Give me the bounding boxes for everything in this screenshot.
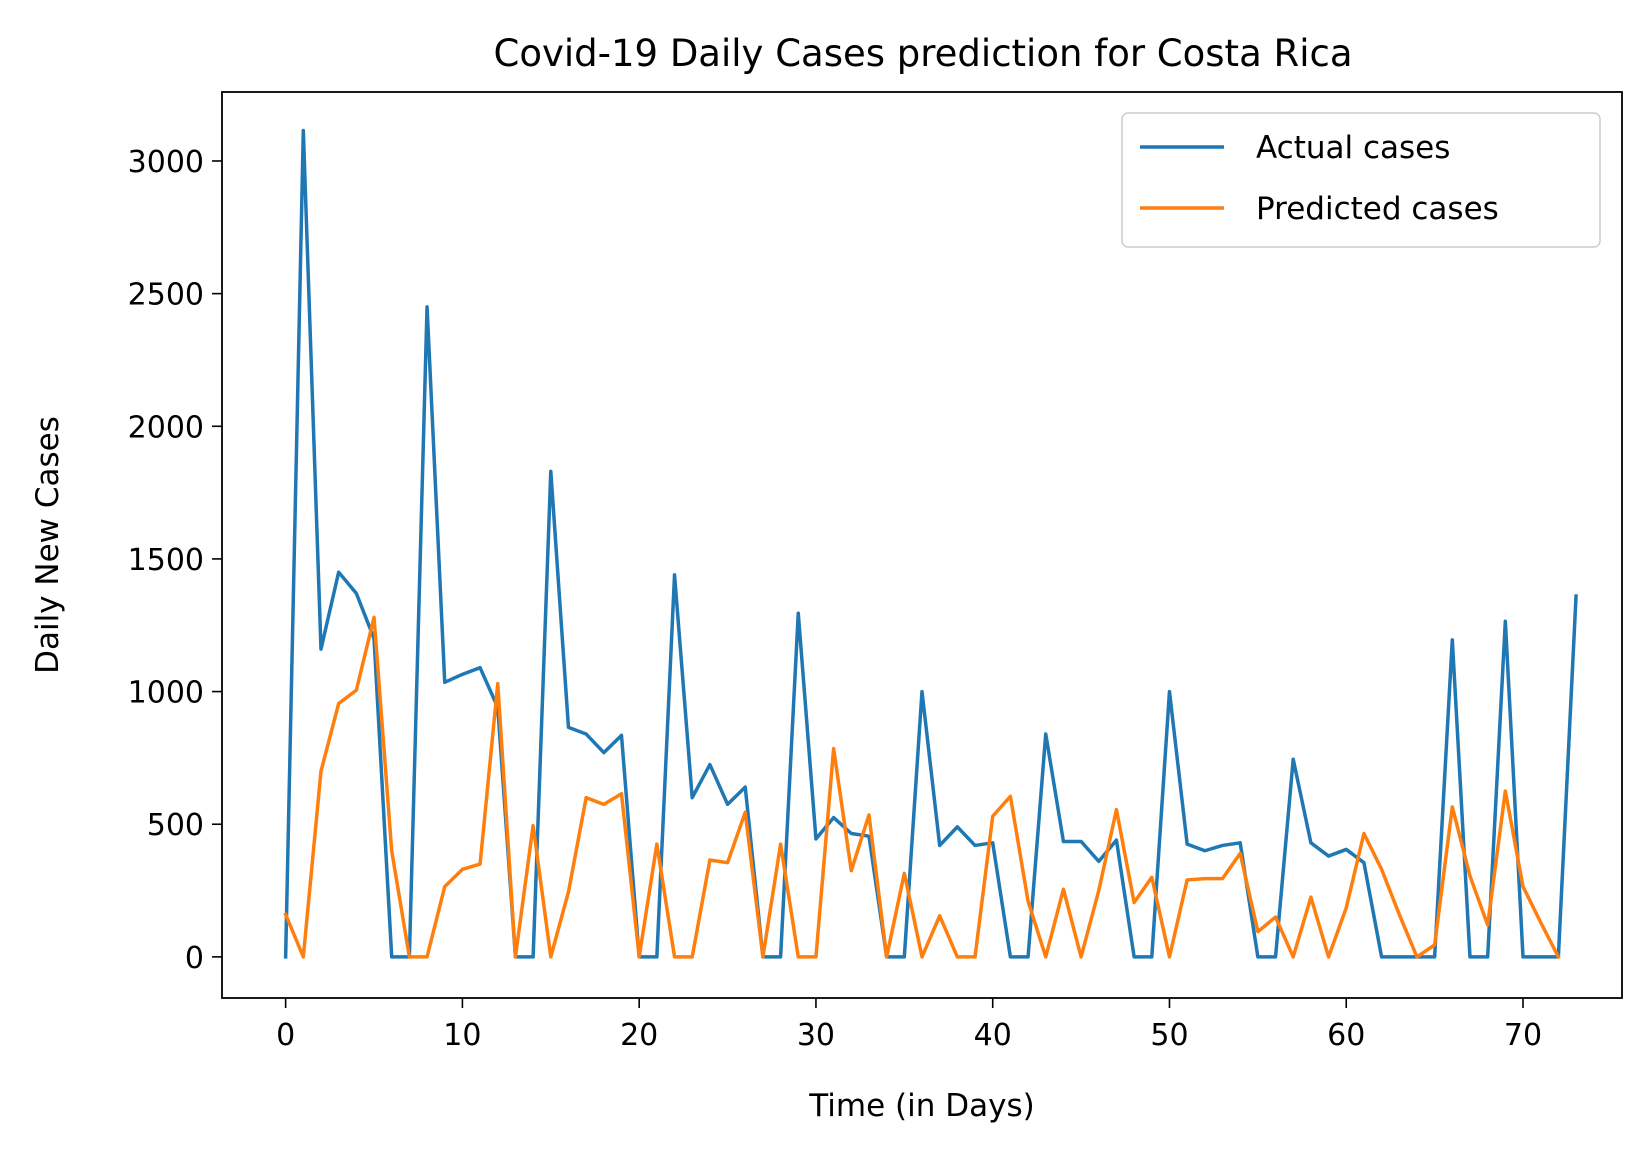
y-tick-label: 2000 bbox=[128, 410, 204, 445]
legend: Actual cases Predicted cases bbox=[1121, 112, 1601, 248]
x-tick-label: 10 bbox=[443, 1018, 481, 1053]
y-tick-label: 0 bbox=[185, 941, 204, 976]
y-tick-label: 3000 bbox=[128, 145, 204, 180]
y-tick-label: 500 bbox=[147, 808, 204, 843]
y-axis: 0 500 1000 1500 2000 2500 3000 bbox=[128, 145, 222, 976]
legend-box bbox=[1121, 112, 1601, 248]
legend-label-actual: Actual cases bbox=[1256, 130, 1450, 166]
x-tick-label: 50 bbox=[1150, 1018, 1188, 1053]
series-line-predicted bbox=[283, 615, 1561, 960]
series-line-actual bbox=[283, 128, 1578, 959]
x-tick-label: 0 bbox=[276, 1018, 295, 1053]
y-axis-label: Daily New Cases bbox=[30, 416, 66, 674]
x-tick-label: 30 bbox=[797, 1018, 835, 1053]
x-tick-label: 70 bbox=[1504, 1018, 1542, 1053]
y-tick-label: 1000 bbox=[128, 676, 204, 711]
plot-frame bbox=[221, 91, 1623, 999]
x-tick-label: 20 bbox=[620, 1018, 658, 1053]
y-tick-label: 2500 bbox=[128, 278, 204, 313]
x-axis-label: Time (in Days) bbox=[808, 1088, 1034, 1124]
x-tick-label: 60 bbox=[1327, 1018, 1365, 1053]
chart-title: Covid-19 Daily Cases prediction for Cost… bbox=[493, 32, 1352, 75]
legend-label-predicted: Predicted cases bbox=[1256, 191, 1499, 227]
x-axis: 0 10 20 30 40 50 60 70 bbox=[276, 998, 1542, 1053]
x-tick-label: 40 bbox=[974, 1018, 1012, 1053]
y-tick-label: 1500 bbox=[128, 543, 204, 578]
series-layer bbox=[283, 128, 1578, 960]
